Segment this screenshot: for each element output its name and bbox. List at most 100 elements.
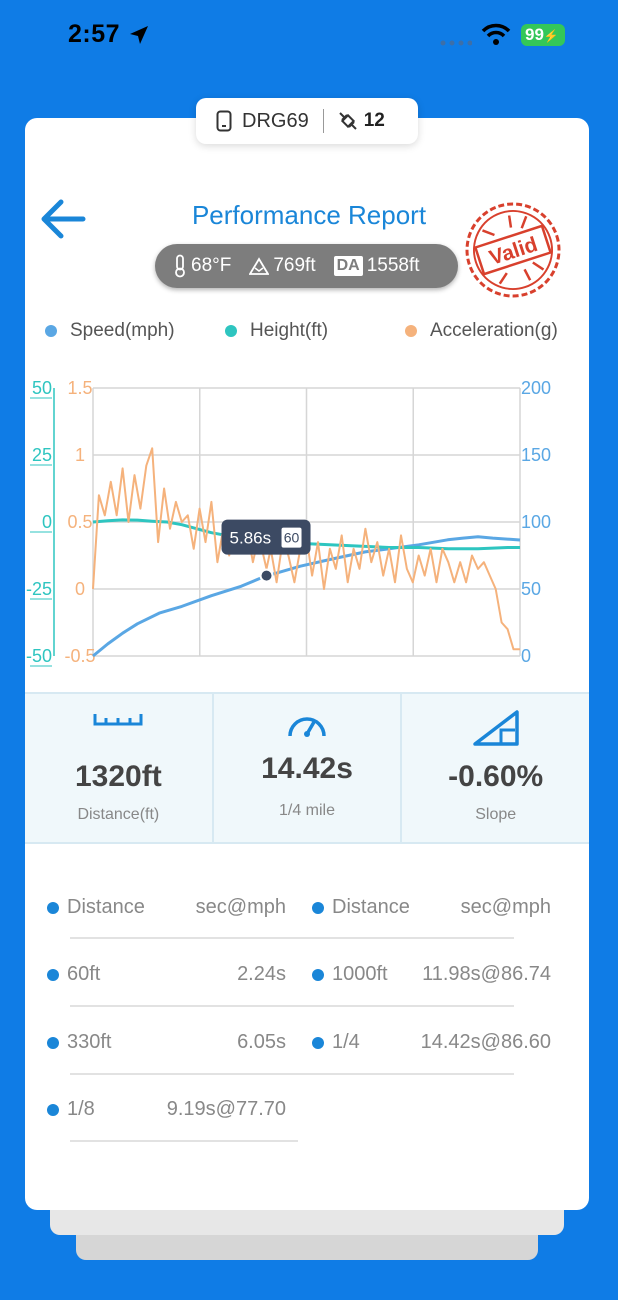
split-distance: 330ft — [67, 1031, 112, 1053]
temperature-value: 68°F — [191, 255, 232, 276]
status-time: 2:57 — [68, 20, 121, 48]
split-distance: 1/4 — [332, 1031, 360, 1053]
y-axis-tick-speed: 100 — [521, 512, 551, 532]
phone-icon — [216, 110, 232, 132]
split-time: 11.98s@86.74 — [422, 963, 551, 985]
conditions-pill: 68°F 769ft DA 1558ft — [155, 244, 458, 288]
location-arrow-icon — [130, 26, 148, 44]
split-row: 60ft — [47, 963, 100, 986]
y-axis-tick-height: 50 — [32, 378, 52, 398]
density-altitude-value: 1558ft — [366, 255, 420, 276]
tooltip-badge — [281, 527, 302, 548]
split-row: 1/8 — [47, 1098, 95, 1121]
split-header-right: Distance — [312, 896, 410, 919]
stat-label: Slope — [475, 806, 517, 823]
stat-value: 1320ft — [74, 760, 162, 793]
device-name: DRG69 — [242, 109, 309, 132]
stat-value: -0.60% — [448, 760, 544, 793]
header-time: sec@mph — [460, 896, 551, 918]
altitude-value: 769ft — [273, 255, 316, 276]
bullet-dot — [312, 968, 324, 981]
y-axis-tick-height: -25 — [26, 579, 52, 599]
split-time: 6.05s — [237, 1031, 286, 1053]
split-row: 1/4 — [312, 1031, 360, 1054]
y-axis-tick-acceleration: 1.5 — [67, 378, 92, 398]
bullet-dot — [47, 901, 59, 914]
y-axis-tick-speed: 200 — [521, 378, 551, 398]
y-axis-tick-height: 0 — [42, 512, 52, 532]
cellular-signal-icon — [440, 40, 472, 46]
header-distance: Distance — [332, 896, 410, 918]
tooltip-time: 5.86s — [230, 529, 272, 548]
stat-value: 14.42s — [261, 752, 353, 785]
legend-dot — [45, 325, 57, 337]
legend-speed[interactable]: Speed(mph) — [45, 320, 175, 342]
device-pill[interactable]: DRG69 12 — [196, 98, 418, 144]
performance-chart[interactable]: 50 25 0 -25 -50 1.5 1 0.5 0 -0.5 200 150 100 50 0 5.86s… — [0, 360, 618, 670]
header-distance: Distance — [67, 896, 145, 918]
y-axis-tick-speed: 50 — [521, 579, 541, 599]
mountain-icon — [249, 257, 270, 275]
chart-legend: Speed(mph) Height(ft) Acceleration(g) — [0, 320, 618, 350]
divider — [70, 937, 514, 939]
y-axis-tick-acceleration: 0 — [75, 579, 85, 599]
da-badge: DA — [333, 256, 363, 276]
legend-acceleration[interactable]: Acceleration(g) — [405, 320, 558, 342]
bullet-dot — [47, 968, 59, 981]
y-axis-tick-acceleration: -0.5 — [64, 646, 95, 666]
y-axis-tick-acceleration: 0.5 — [67, 512, 92, 532]
divider — [322, 109, 324, 133]
bullet-dot — [312, 1036, 324, 1049]
speedometer-icon — [288, 717, 326, 737]
bullet-dot — [47, 1036, 59, 1049]
thermometer-icon — [175, 254, 185, 278]
y-axis-tick-acceleration: 1 — [75, 445, 85, 465]
slope-icon — [472, 710, 519, 746]
stat-label: Distance(ft) — [77, 806, 160, 823]
ruler-icon — [93, 714, 143, 726]
split-time: 9.19s@77.70 — [166, 1098, 286, 1120]
split-distance: 60ft — [67, 963, 101, 985]
y-axis-tick-speed: 0 — [521, 646, 531, 666]
tooltip-value: 60 — [284, 530, 300, 546]
satellite-icon — [338, 112, 357, 130]
satellite-count: 12 — [363, 110, 385, 131]
stat-distance: 1320ft Distance(ft) — [25, 694, 214, 842]
legend-height[interactable]: Height(ft) — [225, 320, 328, 342]
bullet-dot — [47, 1103, 59, 1116]
temperature-item: 68°F — [173, 254, 231, 278]
altitude-item: 769ft — [249, 255, 316, 277]
y-axis-tick-height: -50 — [26, 646, 52, 666]
valid-stamp: Valid — [465, 202, 561, 298]
split-distance: 1/8 — [67, 1098, 95, 1120]
divider — [70, 1073, 514, 1075]
divider — [70, 1140, 298, 1142]
split-distance: 1000ft — [332, 963, 388, 985]
stats-panel: 1320ft Distance(ft) 14.42s 1/4 mile -0.6… — [25, 692, 589, 844]
legend-label: Speed(mph) — [70, 320, 175, 341]
status-bar: 2:57 99⚡ — [0, 0, 618, 70]
battery-indicator: 99⚡ — [521, 24, 565, 46]
series-line — [92, 535, 521, 658]
report-card — [25, 118, 589, 1210]
split-time: 2.24s — [237, 963, 286, 985]
header-time: sec@mph — [195, 896, 286, 918]
y-axis-tick-speed: 150 — [521, 445, 551, 465]
split-row: 1000ft — [312, 963, 388, 986]
density-altitude-item: DA 1558ft — [333, 255, 420, 277]
page-title: Performance Report — [191, 200, 427, 230]
legend-label: Acceleration(g) — [430, 320, 558, 341]
legend-dot — [405, 325, 417, 337]
tooltip-marker — [259, 568, 274, 583]
divider — [70, 1005, 514, 1007]
stat-slope: -0.60% Slope — [402, 694, 589, 842]
legend-label: Height(ft) — [250, 320, 329, 341]
split-header-left: Distance — [47, 896, 145, 919]
y-axis-tick-height: 25 — [32, 445, 52, 465]
bullet-dot — [312, 901, 324, 914]
stat-time: 14.42s 1/4 mile — [214, 694, 403, 842]
legend-dot — [225, 325, 237, 337]
back-arrow-icon[interactable] — [40, 198, 86, 240]
wifi-icon — [481, 23, 511, 45]
split-row: 330ft — [47, 1031, 111, 1054]
